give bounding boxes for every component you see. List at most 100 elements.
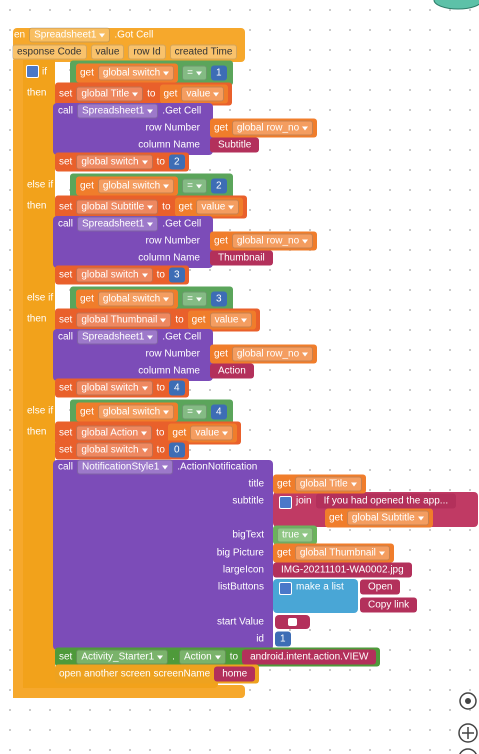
dropdown[interactable]: global row_no bbox=[231, 233, 314, 249]
dropdown[interactable]: global Title bbox=[294, 476, 362, 492]
cond-block[interactable]: get global switch = 1 bbox=[70, 60, 233, 86]
bool-block[interactable]: true bbox=[273, 525, 318, 545]
text-block[interactable]: Action bbox=[210, 363, 254, 379]
dropdown[interactable]: global switch bbox=[97, 404, 175, 420]
cond-block[interactable]: get global switch = 3 bbox=[70, 286, 233, 312]
dropdown[interactable]: Activity_Starter1 bbox=[76, 649, 169, 665]
dropdown[interactable]: global Thumbnail bbox=[76, 312, 172, 328]
get-block[interactable]: get global Subtitle bbox=[325, 508, 433, 528]
dropdown[interactable]: global Title bbox=[76, 86, 144, 102]
open-block[interactable]: open another screen screenName home bbox=[55, 664, 260, 684]
dropdown[interactable]: = bbox=[182, 404, 208, 420]
block-row: 1 bbox=[275, 631, 291, 647]
dropdown[interactable]: Spreadsheet1 bbox=[77, 103, 159, 119]
dropdown[interactable]: value bbox=[196, 199, 240, 215]
get-block[interactable]: get global switch bbox=[76, 402, 179, 422]
dropdown[interactable]: global switch bbox=[97, 178, 175, 194]
get-block[interactable]: get value bbox=[187, 310, 257, 330]
mutator-icon[interactable] bbox=[279, 582, 292, 595]
dropdown[interactable]: = bbox=[182, 178, 208, 194]
dropdown[interactable]: = bbox=[182, 65, 208, 81]
text-block[interactable]: android.intent.action.VIEW bbox=[242, 649, 377, 665]
setter-block[interactable]: set Activity_Starter1. Action to android.int… bbox=[55, 647, 381, 667]
number-block[interactable]: 4 bbox=[211, 404, 227, 420]
get-block[interactable]: get global Title bbox=[273, 474, 366, 494]
number-block[interactable]: 3 bbox=[168, 267, 185, 283]
label: id bbox=[256, 633, 264, 645]
dropdown[interactable]: global Subtitle bbox=[346, 510, 429, 526]
mutator-icon[interactable] bbox=[26, 65, 39, 78]
number-block[interactable]: 0 bbox=[168, 442, 185, 458]
text-block[interactable]: home bbox=[214, 666, 256, 682]
get-block[interactable]: get global switch bbox=[76, 63, 179, 83]
text-block[interactable]: Open bbox=[360, 579, 401, 595]
dropdown[interactable]: global Thumbnail bbox=[294, 545, 390, 561]
text-block[interactable]: If you had opened the app... bbox=[315, 493, 457, 509]
dropdown[interactable]: value bbox=[181, 86, 225, 102]
dropdown[interactable]: global switch bbox=[76, 267, 153, 283]
zoom-out-button[interactable] bbox=[459, 748, 477, 754]
dropdown[interactable]: global switch bbox=[97, 65, 175, 81]
get-block[interactable]: get global row_no bbox=[210, 231, 318, 251]
dropdown[interactable]: Spreadsheet1 bbox=[77, 216, 159, 232]
set-block[interactable]: set global switch to 4 bbox=[55, 378, 189, 398]
dropdown[interactable]: global switch bbox=[76, 380, 153, 396]
number-block[interactable]: 1 bbox=[275, 631, 291, 647]
get-block[interactable]: get global row_no bbox=[210, 344, 318, 364]
set-block[interactable]: set global Title to get value bbox=[55, 82, 233, 106]
get-block[interactable]: get value bbox=[168, 423, 238, 443]
get-block[interactable]: get global switch bbox=[76, 176, 179, 196]
cond-block[interactable]: get global switch = 4 bbox=[70, 399, 233, 425]
label: get bbox=[80, 180, 94, 192]
dropdown[interactable]: value bbox=[209, 312, 253, 328]
block-row: call NotificationStyle1 .ActionNotificatio… bbox=[58, 459, 257, 475]
label: column Name bbox=[138, 365, 200, 377]
dropdown[interactable]: global Action bbox=[76, 425, 153, 441]
get-block[interactable]: get value bbox=[159, 84, 229, 104]
number-block[interactable]: 1 bbox=[211, 65, 227, 81]
get-block[interactable]: get global row_no bbox=[210, 118, 318, 138]
text-block[interactable]: Thumbnail bbox=[210, 250, 273, 266]
dropdown[interactable]: global switch bbox=[97, 291, 175, 307]
dropdown[interactable]: global Subtitle bbox=[76, 199, 159, 215]
get-block[interactable]: get global switch bbox=[76, 289, 179, 309]
dropdown[interactable]: NotificationStyle1 bbox=[77, 459, 174, 475]
dropdown[interactable]: = bbox=[182, 291, 208, 307]
get-block[interactable]: get value bbox=[174, 197, 244, 217]
set-block[interactable]: set global switch to 3 bbox=[55, 265, 189, 285]
dropdown[interactable]: Action bbox=[178, 649, 226, 665]
label: then bbox=[27, 200, 47, 212]
block-row: get global switch = 4 bbox=[70, 399, 233, 425]
set-block[interactable]: set global Thumbnail to get value bbox=[55, 308, 261, 332]
call-block bbox=[53, 103, 213, 155]
center-button[interactable] bbox=[459, 692, 477, 710]
set-block[interactable]: set global switch to 0 bbox=[55, 440, 189, 460]
trash-icon[interactable] bbox=[433, 0, 479, 10]
dropdown[interactable]: Spreadsheet1 bbox=[29, 27, 111, 43]
number-block[interactable]: 3 bbox=[211, 291, 227, 307]
set-block[interactable]: set global switch to 2 bbox=[55, 152, 189, 172]
label: to bbox=[147, 88, 156, 100]
label: set bbox=[59, 382, 73, 394]
text-block[interactable]: Subtitle bbox=[210, 137, 260, 153]
set-block[interactable]: set global Subtitle to get value bbox=[55, 195, 248, 219]
number-block[interactable]: 4 bbox=[168, 380, 185, 396]
dropdown[interactable]: global switch bbox=[76, 442, 153, 458]
text-block[interactable]: Copy link bbox=[360, 597, 418, 613]
get-block[interactable]: get global Thumbnail bbox=[273, 543, 394, 563]
dropdown[interactable]: global switch bbox=[76, 154, 153, 170]
label: then bbox=[27, 313, 47, 325]
dropdown[interactable]: global row_no bbox=[231, 120, 314, 136]
cond-block[interactable]: get global switch = 2 bbox=[70, 173, 233, 199]
set-block[interactable]: set global Action to get value bbox=[55, 421, 242, 445]
text-block[interactable]: IMG-20211101-WA0002.jpg bbox=[273, 562, 412, 578]
dropdown[interactable]: value bbox=[190, 425, 234, 441]
mutator-icon[interactable] bbox=[279, 496, 292, 509]
number-block[interactable]: 2 bbox=[168, 154, 185, 170]
dropdown[interactable]: global row_no bbox=[231, 346, 314, 362]
dropdown[interactable]: Spreadsheet1 bbox=[77, 329, 159, 345]
number-block[interactable]: 2 bbox=[211, 178, 227, 194]
label: bigText bbox=[232, 529, 264, 541]
dropdown[interactable]: true bbox=[277, 527, 314, 543]
